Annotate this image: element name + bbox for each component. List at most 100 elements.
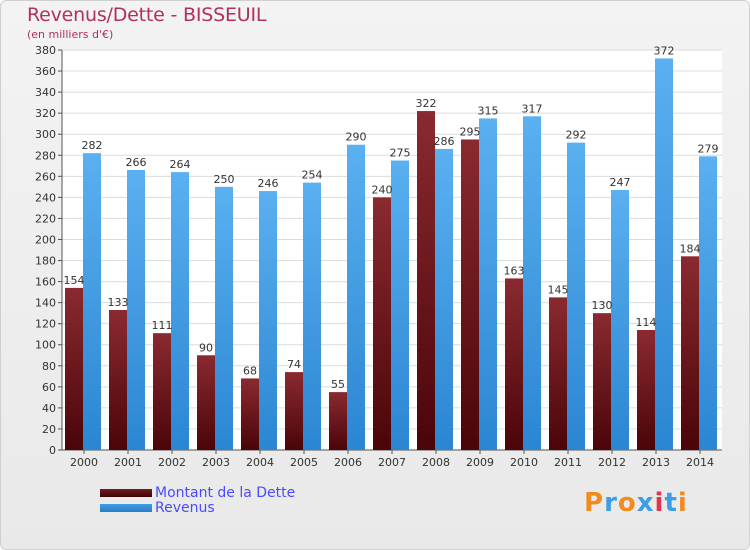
data-label-revenus: 290 xyxy=(346,131,367,144)
data-label-dette: 145 xyxy=(548,283,569,296)
bar-dette xyxy=(373,197,391,450)
data-label-dette: 163 xyxy=(504,264,525,277)
data-label-revenus: 292 xyxy=(566,129,587,142)
data-label-dette: 90 xyxy=(199,341,213,354)
y-tick-label: 140 xyxy=(35,297,56,310)
bar-revenus xyxy=(171,172,189,450)
proxiti-logo: Proxiti xyxy=(584,488,688,518)
bar-revenus xyxy=(699,156,717,450)
legend-label-revenus: Revenus xyxy=(155,500,215,516)
y-tick-label: 120 xyxy=(35,318,56,331)
bar-dette xyxy=(65,287,83,450)
bar-dette xyxy=(153,333,171,450)
y-tick-label: 200 xyxy=(35,233,56,246)
x-tick-label: 2002 xyxy=(158,456,186,469)
data-label-revenus: 264 xyxy=(170,158,191,171)
y-tick-label: 40 xyxy=(42,402,56,415)
bar-dette xyxy=(593,313,611,450)
chart-subtitle: (en milliers d'€) xyxy=(27,28,114,41)
legend-swatch-dette xyxy=(100,489,152,497)
bar-revenus xyxy=(523,116,541,450)
data-label-dette: 130 xyxy=(592,299,613,312)
data-label-revenus: 254 xyxy=(302,169,323,182)
y-tick-label: 280 xyxy=(35,149,56,162)
bar-revenus xyxy=(479,118,497,450)
y-tick-label: 60 xyxy=(42,381,56,394)
x-tick-label: 2008 xyxy=(422,456,450,469)
data-label-revenus: 275 xyxy=(390,147,411,160)
bar-revenus xyxy=(347,144,365,450)
data-label-revenus: 266 xyxy=(126,156,147,169)
data-label-dette: 322 xyxy=(416,97,437,110)
bar-revenus xyxy=(303,182,321,450)
data-label-dette: 111 xyxy=(152,319,173,332)
x-tick-label: 2000 xyxy=(70,456,98,469)
legend-swatch-revenus xyxy=(100,504,152,512)
logo-letter: o xyxy=(617,488,637,518)
y-tick-label: 80 xyxy=(42,360,56,373)
bar-revenus xyxy=(127,170,145,450)
data-label-dette: 154 xyxy=(64,274,85,287)
y-tick-label: 340 xyxy=(35,86,56,99)
x-tick-label: 2005 xyxy=(290,456,318,469)
y-tick-label: 380 xyxy=(35,44,56,57)
data-label-revenus: 279 xyxy=(698,142,719,155)
y-tick-label: 240 xyxy=(35,191,56,204)
y-tick-label: 300 xyxy=(35,128,56,141)
bar-dette xyxy=(417,111,435,450)
data-label-dette: 68 xyxy=(243,364,257,377)
y-tick-label: 160 xyxy=(35,276,56,289)
x-tick-label: 2014 xyxy=(686,456,714,469)
y-tick-label: 220 xyxy=(35,212,56,225)
data-label-dette: 74 xyxy=(287,358,301,371)
data-label-revenus: 315 xyxy=(478,104,499,117)
x-tick-label: 2011 xyxy=(554,456,582,469)
data-label-revenus: 286 xyxy=(434,135,455,148)
x-tick-label: 2007 xyxy=(378,456,406,469)
bar-dette xyxy=(461,139,479,450)
y-tick-label: 0 xyxy=(49,444,56,457)
bar-revenus xyxy=(435,148,453,450)
y-tick-label: 360 xyxy=(35,65,56,78)
data-label-dette: 240 xyxy=(372,183,393,196)
legend-label-dette: Montant de la Dette xyxy=(155,485,296,501)
bar-revenus xyxy=(83,153,101,450)
bar-dette xyxy=(109,310,127,450)
x-tick-label: 2013 xyxy=(642,456,670,469)
bar-dette xyxy=(241,378,259,450)
bar-revenus xyxy=(655,58,673,450)
bar-revenus xyxy=(215,186,233,450)
data-label-dette: 295 xyxy=(460,125,481,138)
bar-dette xyxy=(505,278,523,450)
x-tick-label: 2010 xyxy=(510,456,538,469)
logo-letter: i xyxy=(654,488,665,518)
y-tick-label: 260 xyxy=(35,170,56,183)
bar-revenus xyxy=(611,190,629,450)
y-tick-label: 100 xyxy=(35,339,56,352)
chart-title: Revenus/Dette - BISSEUIL xyxy=(27,4,267,26)
logo-letter: r xyxy=(604,488,618,518)
data-label-dette: 184 xyxy=(680,242,701,255)
y-tick-label: 180 xyxy=(35,255,56,268)
data-label-dette: 133 xyxy=(108,296,129,309)
bar-dette xyxy=(637,330,655,450)
bar-revenus xyxy=(391,160,409,451)
data-label-revenus: 250 xyxy=(214,173,235,186)
data-label-revenus: 246 xyxy=(258,177,279,190)
x-tick-label: 2006 xyxy=(334,456,362,469)
logo-letter: t xyxy=(664,488,678,518)
data-label-revenus: 282 xyxy=(82,139,103,152)
data-label-dette: 55 xyxy=(331,378,345,391)
bar-dette xyxy=(197,355,215,450)
x-tick-label: 2009 xyxy=(466,456,494,469)
bar-dette xyxy=(549,297,567,450)
y-tick-label: 20 xyxy=(42,423,56,436)
bar-revenus xyxy=(259,191,277,451)
y-tick-label: 320 xyxy=(35,107,56,120)
bar-dette xyxy=(285,372,303,450)
logo-letter: i xyxy=(677,488,688,518)
bar-revenus xyxy=(567,142,585,450)
x-tick-label: 2012 xyxy=(598,456,626,469)
x-tick-label: 2004 xyxy=(246,456,274,469)
